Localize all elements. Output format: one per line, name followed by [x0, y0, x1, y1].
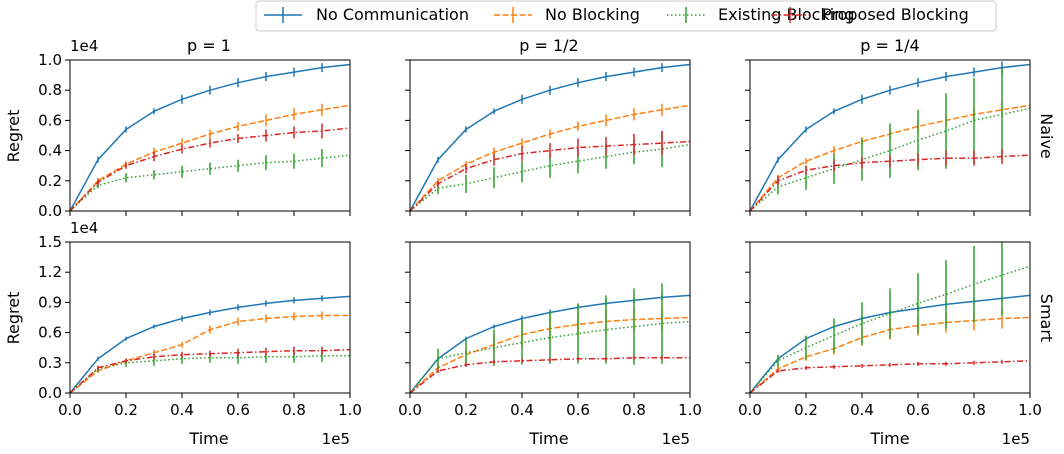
x-offset-text: 1e5	[322, 430, 350, 448]
column-title: p = 1	[187, 36, 231, 55]
x-axis-label: Time	[869, 429, 909, 448]
legend-entry: No Communication	[264, 5, 469, 24]
chart-panel: 0.0 0.2 0.4 0.6 0.8 1.0	[738, 241, 1042, 419]
y-tick-label: 1.0	[38, 51, 62, 69]
x-tick-label: 0.4	[510, 401, 534, 419]
chart-panel: 0.0 0.2 0.4 0.6 0.8 1.0	[38, 51, 351, 220]
x-tick-label: 0.0	[738, 401, 762, 419]
x-tick-label: 0.2	[114, 401, 138, 419]
chart-panel	[745, 59, 1031, 216]
plot-area	[410, 63, 690, 211]
legend-label: No Communication	[316, 5, 469, 24]
series-line	[70, 154, 350, 211]
series-line	[410, 320, 690, 393]
series-line	[750, 107, 1030, 211]
y-tick-label: 0.2	[38, 172, 62, 190]
x-tick-label: 0.2	[454, 401, 478, 419]
series-line	[410, 143, 690, 211]
series-line	[410, 140, 690, 211]
legend-frame	[255, 0, 997, 32]
series-line	[750, 360, 1030, 393]
x-tick-label: 1.0	[338, 401, 362, 419]
y-tick-label: 0.8	[38, 81, 62, 99]
x-tick-label: 1.0	[1018, 401, 1042, 419]
axes-frame	[749, 59, 1031, 212]
x-tick-label: 0.6	[906, 401, 930, 419]
plot-area	[750, 61, 1030, 211]
axes-frame	[69, 241, 351, 394]
y-offset-text: 1e4	[70, 219, 98, 237]
x-tick-label: 0.8	[282, 401, 306, 419]
x-offset-text: 1e5	[662, 430, 690, 448]
y-tick-label: 0.6	[38, 111, 62, 129]
y-tick-label: 1.5	[38, 233, 62, 251]
column-title: p = 1/4	[860, 36, 919, 55]
row-label: Smart	[1037, 294, 1056, 342]
x-tick-label: 0.8	[962, 401, 986, 419]
plot-area	[70, 295, 350, 393]
x-tick-label: 0.2	[794, 401, 818, 419]
axes-frame	[409, 59, 691, 212]
y-tick-label: 0.3	[38, 354, 62, 372]
axes-frame	[409, 241, 691, 394]
panels: 0.00.20.40.60.81.00.00.30.60.91.21.50.0 0…	[38, 51, 1042, 419]
y-tick-label: 0.9	[38, 293, 62, 311]
chart-panel: 0.0 0.2 0.4 0.6 0.8 1.0	[398, 241, 702, 419]
y-tick-label: 0.4	[38, 142, 62, 160]
legend-entry: Proposed Blocking	[771, 5, 969, 24]
y-tick-label: 0.0	[38, 384, 62, 402]
x-tick-label: 0.4	[170, 401, 194, 419]
y-tick-label: 1.2	[38, 263, 62, 281]
x-axis-label: Time	[188, 429, 228, 448]
x-tick-label: 0.0	[58, 401, 82, 419]
x-tick-label: 0.6	[226, 401, 250, 419]
series-line	[70, 104, 350, 211]
x-tick-label: 0.4	[850, 401, 874, 419]
chart-panel	[405, 59, 691, 216]
legend-label: No Blocking	[545, 5, 640, 24]
plot-area	[750, 242, 1030, 393]
series-line	[70, 355, 350, 393]
plot-area	[410, 283, 690, 393]
x-offset-text: 1e5	[1002, 430, 1030, 448]
x-tick-label: 1.0	[678, 401, 702, 419]
row-label: Naive	[1037, 113, 1056, 159]
y-axis-label: Regret	[4, 110, 23, 163]
plot-area	[70, 63, 350, 211]
series-line	[410, 357, 690, 393]
legend: No Communication No Blocking Existing Bl…	[255, 0, 997, 32]
x-axis-label: Time	[528, 429, 568, 448]
y-tick-label: 0.0	[38, 202, 62, 220]
x-tick-label: 0.0	[398, 401, 422, 419]
x-tick-label: 0.6	[566, 401, 590, 419]
legend-entry: No Blocking	[494, 5, 640, 24]
x-tick-label: 0.8	[622, 401, 646, 419]
y-tick-label: 0.6	[38, 324, 62, 342]
axes-frame	[749, 241, 1031, 394]
chart-panel: 0.0 0.3 0.6 0.9 1.2 1.5 0.0 0.2 0.4 0.6 0.8 1.0	[38, 233, 362, 419]
y-offset-text: 1e4	[70, 37, 98, 55]
y-axis-label: Regret	[4, 292, 23, 345]
axes-frame	[69, 59, 351, 212]
column-title: p = 1/2	[519, 36, 578, 55]
legend-label: Proposed Blocking	[822, 5, 969, 24]
